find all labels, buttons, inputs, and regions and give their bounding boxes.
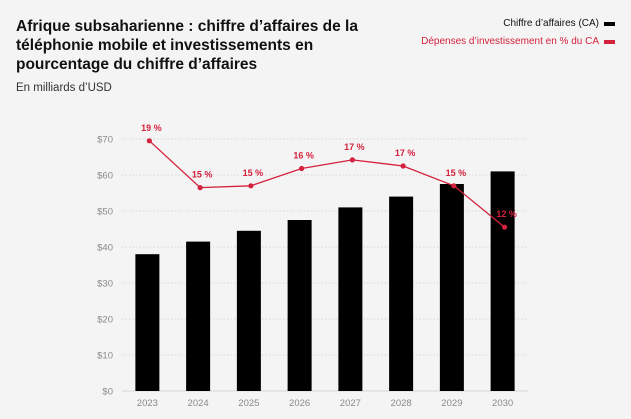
legend-label-capex: Dépenses d’investissement en % du CA <box>421 36 599 47</box>
x-tick-label: 2029 <box>441 398 462 409</box>
y-tick-label: $40 <box>97 243 113 254</box>
capex-data-label: 17 % <box>395 148 416 158</box>
revenue-bar <box>135 254 160 391</box>
legend-swatch-revenue <box>604 22 615 26</box>
capex-data-label: 15 % <box>243 168 264 178</box>
capex-point <box>502 224 508 230</box>
capex-data-label: 15 % <box>192 170 213 180</box>
x-tick-label: 2023 <box>137 398 158 409</box>
revenue-bar <box>338 207 363 391</box>
capex-data-label: 19 % <box>141 123 162 133</box>
capex-point <box>248 183 254 189</box>
legend-item-revenue: Chiffre d’affaires (CA) <box>421 15 615 33</box>
capex-data-label: 12 % <box>496 209 517 219</box>
y-tick-label: $20 <box>97 315 113 326</box>
revenue-bar <box>186 241 211 391</box>
capex-point <box>400 163 406 169</box>
x-tick-label: 2030 <box>492 398 513 409</box>
revenue-bar <box>389 196 414 391</box>
y-tick-label: $60 <box>97 171 113 182</box>
capex-point <box>299 165 305 172</box>
revenue-bar <box>439 184 464 391</box>
capex-data-label: 16 % <box>293 151 314 161</box>
y-tick-label: $10 <box>97 351 113 362</box>
capex-line <box>148 140 506 228</box>
x-tick-label: 2028 <box>391 398 412 409</box>
x-tick-label: 2025 <box>238 398 259 409</box>
y-tick-label: $50 <box>97 207 113 218</box>
capex-point <box>451 183 457 189</box>
y-tick-label: $0 <box>102 387 113 398</box>
capex-data-label: 17 % <box>344 142 365 152</box>
capex-point <box>146 138 152 144</box>
revenue-bar <box>490 171 515 391</box>
revenue-bar <box>287 220 312 391</box>
legend-label-revenue: Chiffre d’affaires (CA) <box>503 18 599 29</box>
y-tick-label: $70 <box>97 135 113 146</box>
chart-title: Afrique subsaharienne : chiffre d’affair… <box>16 18 358 73</box>
y-tick-label: $30 <box>97 279 113 290</box>
x-tick-label: 2027 <box>340 398 361 409</box>
capex-point <box>349 157 355 163</box>
legend-item-capex: Dépenses d’investissement en % du CA <box>421 33 615 51</box>
revenue-bar <box>236 230 261 391</box>
x-tick-label: 2026 <box>289 398 310 409</box>
chart-legend: Chiffre d’affaires (CA) Dépenses d’inves… <box>421 15 615 51</box>
x-tick-label: 2024 <box>188 398 209 409</box>
legend-swatch-capex <box>604 40 615 44</box>
capex-data-label: 15 % <box>446 168 467 178</box>
capex-point <box>197 185 203 191</box>
chart-subtitle: En milliards d’USD <box>16 82 112 94</box>
